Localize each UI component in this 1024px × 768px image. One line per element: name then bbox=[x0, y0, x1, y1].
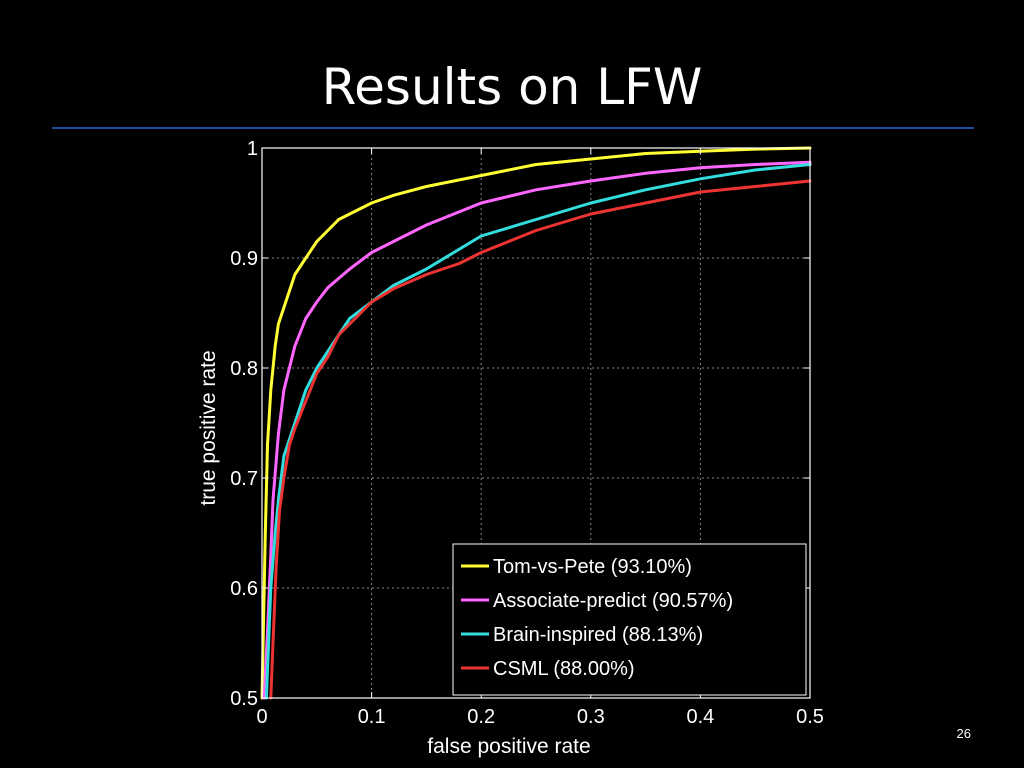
x-axis-label: false positive rate bbox=[427, 735, 590, 758]
y-axis-label: true positive rate bbox=[197, 350, 220, 505]
series-line-1 bbox=[260, 146, 812, 700]
x-tick-label: 0.4 bbox=[686, 706, 714, 728]
y-tick-label: 1 bbox=[247, 138, 258, 160]
legend-entry-label: Tom-vs-Pete (93.10%) bbox=[493, 556, 692, 578]
slide-number: 26 bbox=[956, 726, 971, 741]
y-tick-label: 0.5 bbox=[230, 688, 258, 710]
tick-layer: 0 0.1 0.2 0.3 0.4 0.5 0.5 0.6 0.7 0.8 0.9 1 bbox=[230, 138, 824, 728]
y-tick-label: 0.8 bbox=[230, 358, 258, 380]
plot-frame bbox=[261, 147, 811, 699]
y-tick-label: 0.7 bbox=[230, 468, 258, 490]
legend-entry-label: Brain-inspired (88.13%) bbox=[493, 624, 703, 646]
x-tick-label: 0.2 bbox=[467, 706, 495, 728]
legend: Tom-vs-Pete (93.10%) Associate-predict (9… bbox=[452, 543, 807, 696]
series-line-3 bbox=[264, 163, 812, 700]
slide-title: Results on LFW bbox=[321, 58, 703, 116]
series-layer bbox=[260, 146, 812, 700]
legend-entry-label: Associate-predict (90.57%) bbox=[493, 590, 733, 612]
x-tick-label: 0.1 bbox=[358, 706, 386, 728]
series-line-4 bbox=[269, 179, 812, 700]
legend-entry-label: CSML (88.00%) bbox=[493, 658, 635, 680]
y-tick-label: 0.6 bbox=[230, 578, 258, 600]
x-tick-label: 0 bbox=[256, 706, 267, 728]
title-divider bbox=[52, 127, 974, 129]
x-tick-label: 0.5 bbox=[796, 706, 824, 728]
x-tick-label: 0.3 bbox=[577, 706, 605, 728]
y-tick-label: 0.9 bbox=[230, 248, 258, 270]
legend-box bbox=[452, 543, 807, 696]
series-line-2 bbox=[262, 160, 812, 700]
